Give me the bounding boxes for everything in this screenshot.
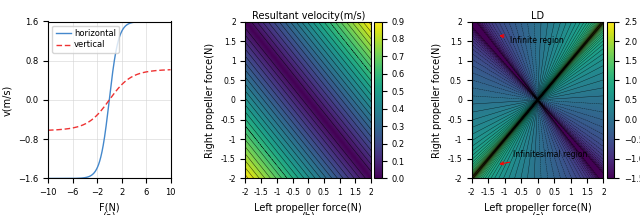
Text: (b): (b) xyxy=(301,211,316,215)
Y-axis label: v(m/s): v(m/s) xyxy=(3,84,12,116)
vertical xyxy=(118,83,126,85)
vertical xyxy=(166,68,174,71)
Legend: horizontal, vertical: horizontal, vertical xyxy=(52,26,119,53)
Y-axis label: Right propeller force(N): Right propeller force(N) xyxy=(431,42,442,158)
Text: (c): (c) xyxy=(531,211,544,215)
Text: Infinite region: Infinite region xyxy=(500,35,563,45)
Title: LD: LD xyxy=(531,11,544,21)
Line: vertical: vertical xyxy=(48,70,170,130)
vertical xyxy=(44,129,52,132)
vertical xyxy=(122,79,130,82)
Text: (a): (a) xyxy=(102,211,116,215)
horizontal xyxy=(150,20,157,23)
horizontal xyxy=(166,20,174,23)
X-axis label: Left propeller force(N): Left propeller force(N) xyxy=(255,203,362,213)
vertical xyxy=(150,70,157,72)
horizontal xyxy=(44,177,52,180)
horizontal xyxy=(118,29,126,31)
horizontal xyxy=(122,24,130,27)
X-axis label: Left propeller force(N): Left propeller force(N) xyxy=(484,203,591,213)
vertical xyxy=(137,72,145,74)
vertical xyxy=(115,86,123,89)
Title: Resultant velocity(m/s): Resultant velocity(m/s) xyxy=(252,11,365,21)
Text: Infinitesimal region: Infinitesimal region xyxy=(500,150,588,165)
horizontal xyxy=(115,37,123,39)
vertical xyxy=(52,129,60,131)
Line: horizontal: horizontal xyxy=(48,22,170,178)
horizontal xyxy=(52,177,60,180)
X-axis label: F(N): F(N) xyxy=(99,203,120,213)
Y-axis label: Right propeller force(N): Right propeller force(N) xyxy=(205,42,215,158)
horizontal xyxy=(137,20,145,23)
